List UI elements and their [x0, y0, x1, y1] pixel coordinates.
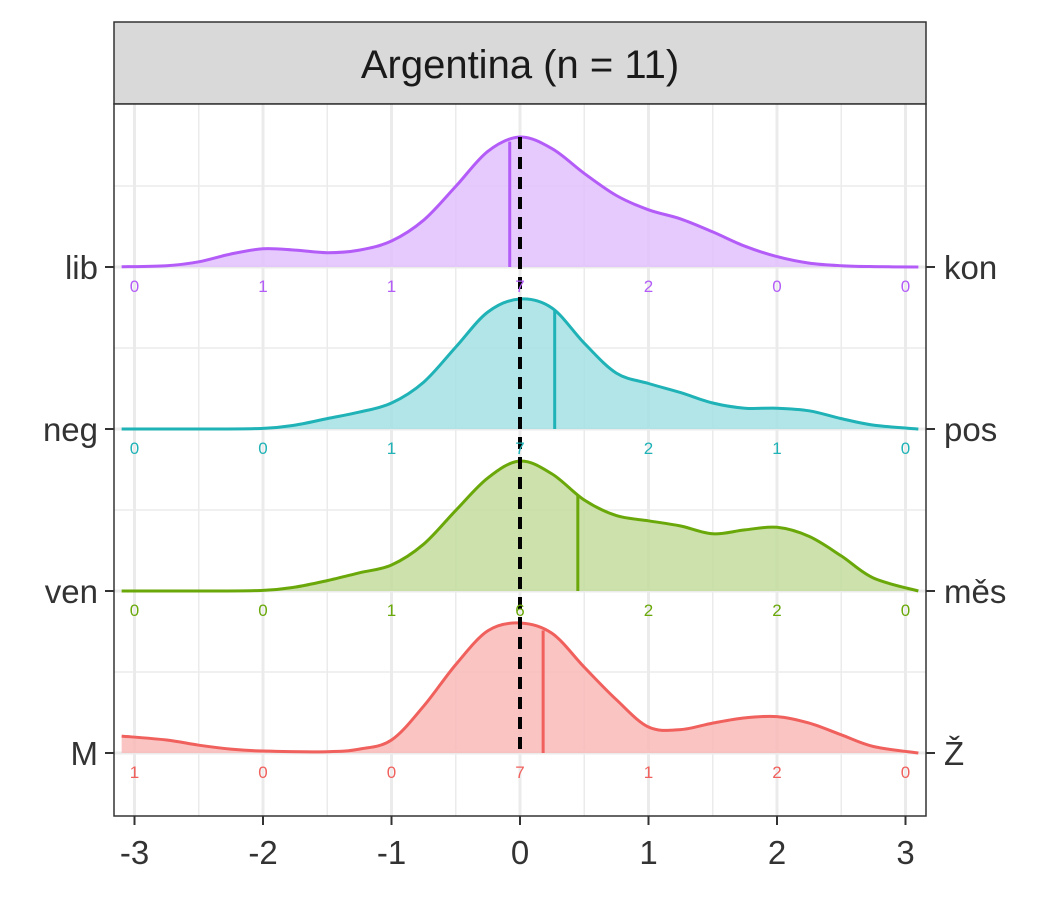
count-label: 1 — [644, 763, 653, 782]
y-label-right: Ž — [944, 735, 964, 772]
y-label-left: lib — [65, 249, 98, 286]
count-label: 1 — [772, 439, 781, 458]
axes: -3 -2 -1 0 1 2 3 lib kon neg pos ven měs M Ž — [43, 249, 1006, 871]
count-label: 0 — [772, 277, 781, 296]
count-label: 0 — [258, 439, 267, 458]
count-label: 1 — [387, 277, 396, 296]
count-label: 1 — [130, 763, 139, 782]
count-label: 0 — [901, 763, 910, 782]
count-label: 7 — [515, 763, 524, 782]
count-label: 0 — [258, 763, 267, 782]
y-label-right: kon — [944, 249, 997, 286]
count-labels: 0 1 1 7 2 0 0 0 0 1 7 2 1 0 0 0 1 6 2 2 0 1 0 0 7 1 2 0 — [130, 277, 910, 782]
count-label: 0 — [387, 763, 396, 782]
count-label: 1 — [387, 439, 396, 458]
count-label: 7 — [515, 277, 524, 296]
density-line-M — [121, 621, 919, 755]
y-label-left: M — [71, 735, 99, 772]
count-label: 0 — [258, 601, 267, 620]
strip-background — [113, 21, 927, 105]
count-label: 2 — [772, 763, 781, 782]
count-label: 2 — [772, 601, 781, 620]
density-line-neg — [121, 297, 919, 431]
x-tick-label: 2 — [768, 834, 786, 871]
count-label: 0 — [901, 601, 910, 620]
y-label-left: neg — [43, 411, 98, 448]
x-tick-label: -3 — [120, 834, 149, 871]
x-tick-label: 0 — [511, 834, 529, 871]
count-label: 0 — [901, 277, 910, 296]
count-label: 0 — [130, 601, 139, 620]
count-label: 0 — [130, 277, 139, 296]
count-label: 2 — [644, 601, 653, 620]
count-label: 2 — [644, 277, 653, 296]
count-label: 1 — [258, 277, 267, 296]
y-label-right: pos — [944, 411, 997, 448]
count-label: 0 — [130, 439, 139, 458]
y-label-left: ven — [45, 573, 98, 610]
count-label: 2 — [644, 439, 653, 458]
density-line-ven — [121, 459, 919, 593]
x-tick-label: -1 — [377, 834, 406, 871]
facet-title: Argentina (n = 11) — [361, 43, 679, 87]
count-label: 7 — [515, 439, 524, 458]
count-label: 6 — [515, 601, 524, 620]
count-label: 1 — [387, 601, 396, 620]
x-tick-label: -2 — [248, 834, 277, 871]
x-tick-label: 1 — [639, 834, 657, 871]
x-tick-label: 3 — [896, 834, 914, 871]
count-label: 0 — [901, 439, 910, 458]
y-label-right: měs — [944, 573, 1006, 610]
